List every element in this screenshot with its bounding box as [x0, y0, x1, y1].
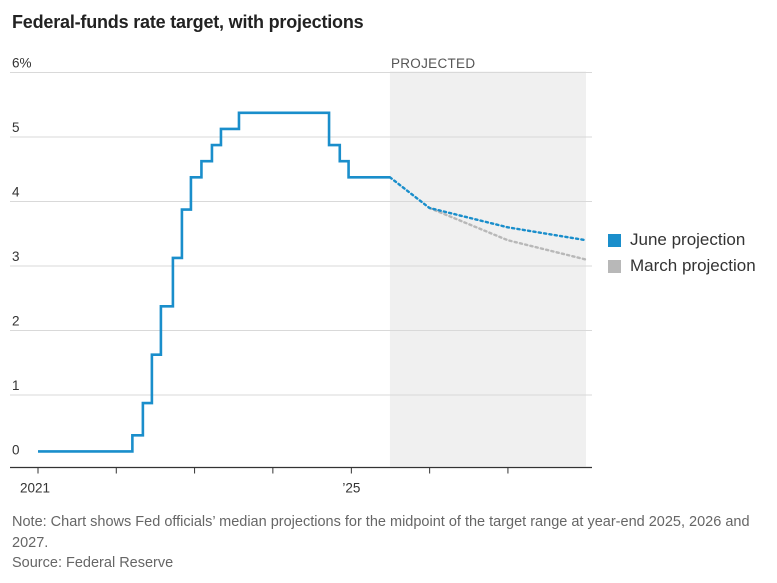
y-tick-label: 3	[12, 249, 20, 264]
legend-item-march: March projection	[608, 253, 756, 279]
y-tick-label: 5	[12, 120, 20, 135]
chart-title: Federal-funds rate target, with projecti…	[12, 12, 364, 32]
legend-label-june: June projection	[630, 230, 746, 249]
legend-swatch-june	[608, 233, 621, 247]
chart-note: Note: Chart shows Fed officials’ median …	[12, 514, 750, 551]
y-tick-label: 0	[12, 443, 20, 458]
projected-label: PROJECTED	[391, 56, 475, 71]
x-tick-label: ’25	[342, 481, 360, 496]
chart-legend: June projection March projection	[608, 227, 756, 279]
x-tick-label: 2021	[20, 481, 50, 496]
y-tick-label: 2	[12, 314, 20, 329]
y-tick-label: 6%	[12, 56, 32, 71]
legend-swatch-march	[608, 259, 621, 273]
legend-label-march: March projection	[630, 256, 756, 275]
y-tick-label: 4	[12, 185, 20, 200]
series-line-june-actual	[38, 111, 390, 453]
y-tick-label: 1	[12, 378, 20, 393]
projected-region	[389, 71, 586, 467]
series-line-march-projection	[428, 206, 588, 261]
series-line-june-projection	[388, 176, 588, 242]
legend-item-june: June projection	[608, 227, 756, 253]
chart-source: Source: Federal Reserve	[12, 555, 174, 571]
